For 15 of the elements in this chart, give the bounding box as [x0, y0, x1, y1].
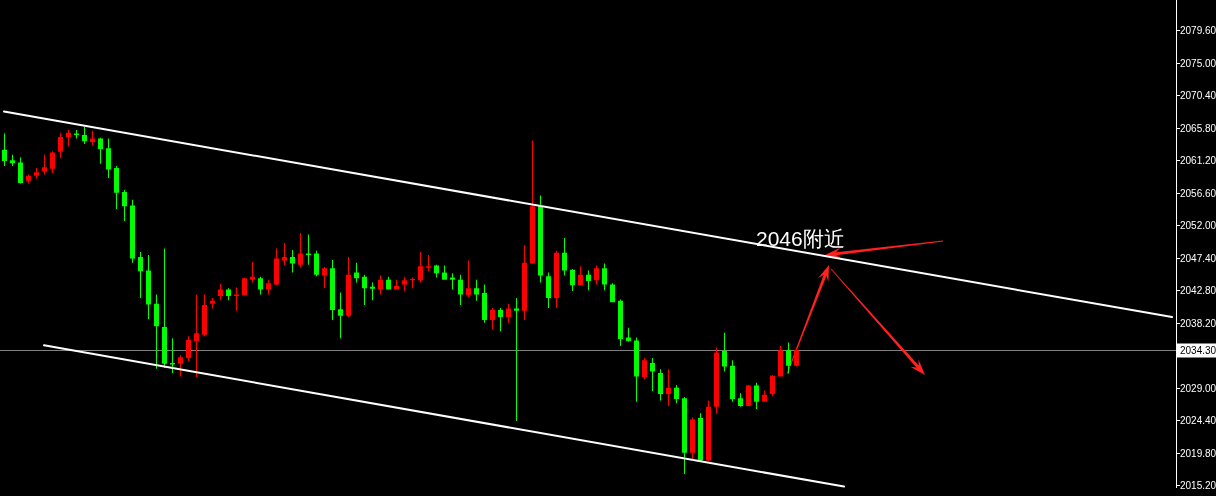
y-tick-label: 2019.80 [1180, 448, 1216, 459]
y-tick-label: 2075.00 [1180, 58, 1216, 69]
y-tick-label: 2079.60 [1180, 25, 1216, 36]
y-tick-label: 2015.20 [1180, 480, 1216, 491]
annotation: 2046附近 [756, 227, 845, 250]
y-tick-label: 2065.80 [1180, 123, 1216, 134]
y-tick-label: 2061.20 [1180, 155, 1216, 166]
y-tick-label: 2024.40 [1180, 415, 1216, 426]
y-tick-label: 2038.20 [1180, 318, 1216, 329]
y-tick-label: 2047.40 [1180, 253, 1216, 264]
y-tick-label: 2056.60 [1180, 188, 1216, 199]
y-tick-label: 2029.00 [1180, 383, 1216, 394]
y-tick-label: 2042.80 [1180, 285, 1216, 296]
y-tick-label: 2052.00 [1180, 220, 1216, 231]
y-tick-label: 2070.40 [1180, 90, 1216, 101]
